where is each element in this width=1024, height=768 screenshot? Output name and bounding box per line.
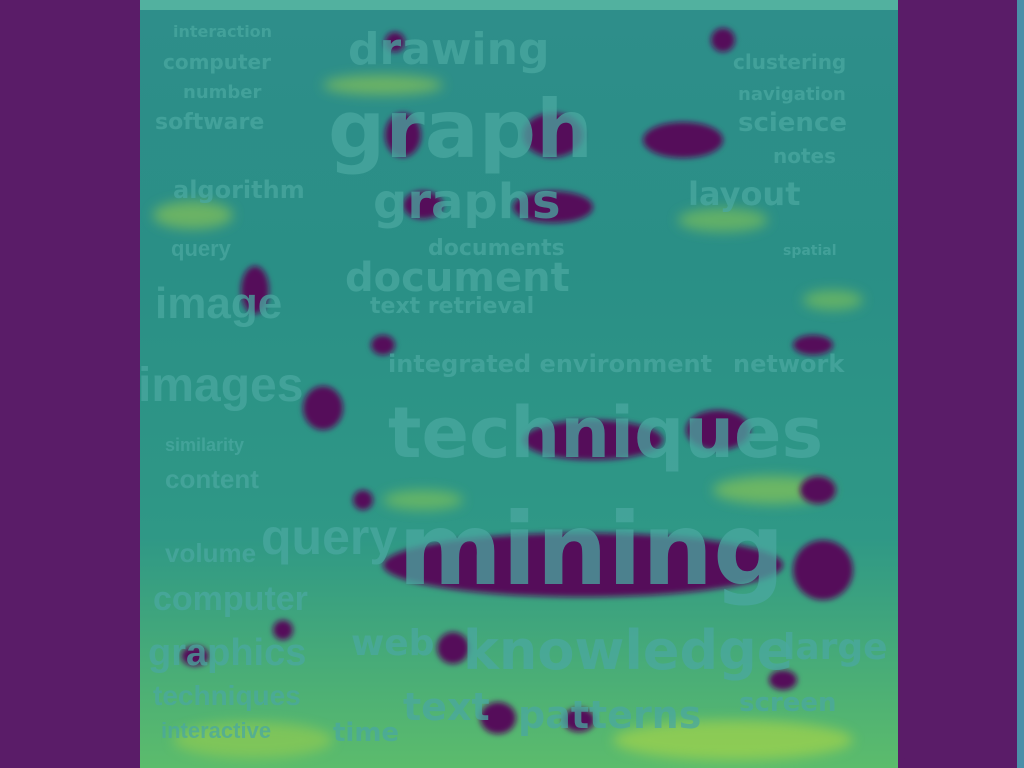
left-border-band — [0, 0, 140, 768]
right-edge-strip — [1017, 0, 1024, 768]
right-border-band — [898, 0, 1024, 768]
word-mining: mining — [398, 491, 785, 608]
hotspot — [383, 533, 783, 597]
hotspot — [353, 490, 373, 510]
word-web: web — [351, 623, 435, 664]
heat-blob — [803, 290, 863, 310]
word-text: text — [403, 685, 490, 729]
heat-blob — [613, 720, 853, 760]
heat-blob — [153, 201, 233, 229]
hotspot — [769, 670, 797, 690]
word-document: document — [345, 255, 570, 301]
word-screen: screen — [739, 688, 837, 718]
word-network: network — [733, 350, 845, 378]
heat-blob — [173, 722, 333, 758]
hotspot — [563, 708, 595, 732]
word-content: content — [165, 464, 259, 494]
heatmap-canvas: drawing graph graphs documents document … — [133, 0, 905, 768]
word-large: large — [783, 627, 888, 668]
heat-blob — [323, 75, 443, 95]
hotspot — [181, 646, 209, 666]
hotspot — [793, 540, 853, 600]
word-graph: graph — [328, 83, 593, 176]
word-drawing: drawing — [348, 24, 550, 75]
hotspot — [643, 122, 723, 158]
hotspot — [303, 386, 343, 430]
word-number: number — [183, 82, 262, 103]
heat-blob — [678, 208, 768, 232]
word-knowledge: knowledge — [463, 619, 794, 682]
word-layout: layout — [688, 175, 801, 213]
hotspot — [480, 702, 516, 734]
word-text-retrieval: text retrieval — [370, 294, 535, 319]
word-clustering: clustering — [733, 50, 847, 74]
word-patterns: patterns — [518, 693, 702, 737]
hotspot — [403, 191, 443, 219]
word-notes: notes — [773, 144, 837, 168]
word-navigation: navigation — [738, 84, 846, 105]
hotspot — [371, 335, 395, 355]
hotspot — [523, 420, 663, 460]
word-software: software — [155, 110, 265, 135]
word-techniques-left: techniques — [153, 680, 301, 711]
hotspot — [523, 113, 583, 157]
hotspot — [385, 32, 405, 52]
word-graphs: graphs — [373, 174, 561, 230]
heat-blob — [383, 490, 463, 510]
word-time: time — [333, 718, 400, 748]
word-graphics: graphics — [148, 632, 307, 674]
hotspot — [800, 476, 836, 504]
word-documents: documents — [428, 236, 565, 261]
hotspot — [711, 28, 735, 52]
word-interactive: interactive — [161, 718, 272, 743]
saliency-heatmap — [153, 28, 863, 760]
hotspot — [273, 620, 293, 640]
word-images: images — [138, 359, 304, 412]
word-query-large: query — [261, 509, 398, 565]
hotspot — [385, 113, 421, 157]
hotspot — [686, 410, 750, 450]
word-similarity: similarity — [165, 435, 245, 455]
word-spatial: spatial — [783, 243, 837, 259]
hotspot — [241, 266, 269, 314]
hotspot — [437, 632, 469, 664]
top-highlight-strip — [133, 0, 905, 10]
word-computer-left: computer — [153, 580, 308, 618]
word-computer: computer — [163, 50, 271, 74]
hotspot — [513, 191, 593, 223]
word-query-small: query — [171, 236, 231, 261]
hotspot — [793, 335, 833, 355]
word-interaction: interaction — [173, 22, 273, 41]
word-volume: volume — [165, 538, 257, 568]
word-techniques: techniques — [388, 392, 824, 474]
word-integrated-environment: integrated environment — [388, 350, 713, 378]
word-image: image — [155, 279, 283, 328]
word-science: science — [738, 108, 847, 138]
word-algorithm: algorithm — [173, 176, 305, 204]
